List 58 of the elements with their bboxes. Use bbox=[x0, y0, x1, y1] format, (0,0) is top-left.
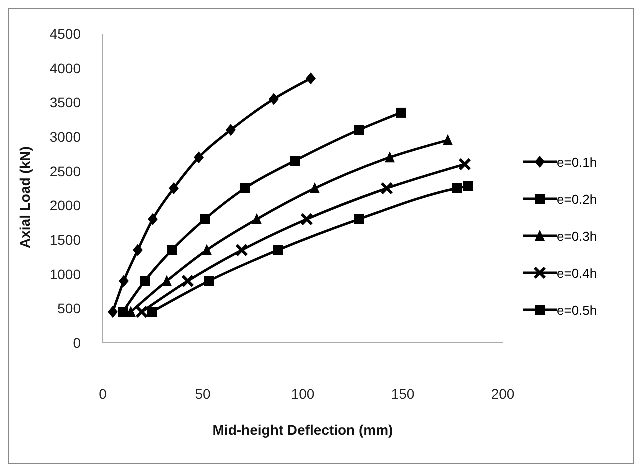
x-tick-label: 50 bbox=[195, 386, 211, 402]
x-tick-label: 0 bbox=[99, 386, 108, 402]
x-tick-label: 150 bbox=[391, 386, 415, 402]
point bbox=[202, 244, 212, 256]
y-tick-label: 0 bbox=[73, 334, 82, 351]
x-tick-label: 200 bbox=[491, 386, 515, 402]
legend-label: e=0.4h bbox=[557, 266, 598, 280]
point bbox=[269, 93, 279, 106]
x-tick-label: 100 bbox=[291, 386, 315, 402]
x-axis-title: Mid-height Deflection (mm) bbox=[212, 422, 394, 438]
point bbox=[354, 125, 364, 136]
point bbox=[226, 124, 236, 136]
point bbox=[458, 158, 472, 171]
point bbox=[133, 244, 143, 256]
point bbox=[136, 306, 148, 319]
y-tick-label: 2000 bbox=[50, 198, 82, 214]
point bbox=[200, 214, 210, 224]
y-tick-label: 3000 bbox=[50, 128, 82, 145]
y-tick-label: 4000 bbox=[50, 60, 82, 76]
legend-label: e=0.2h bbox=[557, 192, 598, 206]
point bbox=[147, 307, 157, 318]
y-tick-label: 1500 bbox=[50, 232, 82, 248]
point bbox=[354, 214, 364, 224]
legend-label: e=0.1h bbox=[557, 154, 598, 170]
point bbox=[204, 276, 214, 286]
point bbox=[108, 306, 118, 318]
point bbox=[310, 182, 320, 194]
point bbox=[118, 307, 128, 318]
point bbox=[443, 134, 453, 146]
point bbox=[119, 275, 129, 288]
point bbox=[236, 244, 248, 257]
point bbox=[240, 184, 250, 194]
point bbox=[194, 152, 204, 164]
point bbox=[463, 181, 473, 192]
point bbox=[300, 212, 314, 226]
point bbox=[380, 182, 394, 195]
point bbox=[148, 213, 158, 226]
point bbox=[396, 108, 406, 118]
point bbox=[306, 72, 316, 85]
point bbox=[385, 152, 395, 163]
point bbox=[273, 245, 283, 256]
y-tick-label: 500 bbox=[58, 300, 82, 317]
legend-label: e=0.5h bbox=[557, 302, 598, 318]
point bbox=[169, 182, 179, 194]
legend-label: e=0.3h bbox=[557, 228, 598, 244]
point bbox=[140, 276, 150, 286]
point bbox=[252, 213, 262, 224]
y-tick-label: 4500 bbox=[50, 26, 82, 42]
y-tick-label: 3500 bbox=[50, 94, 82, 111]
point bbox=[126, 306, 136, 318]
y-axis-title: Axial Load (kN) bbox=[16, 146, 33, 248]
point bbox=[290, 156, 300, 166]
y-tick-label: 1000 bbox=[50, 266, 82, 282]
y-tick-label: 2500 bbox=[50, 163, 82, 180]
point bbox=[167, 245, 177, 256]
point bbox=[182, 274, 194, 288]
point bbox=[162, 275, 172, 286]
point bbox=[452, 184, 462, 194]
